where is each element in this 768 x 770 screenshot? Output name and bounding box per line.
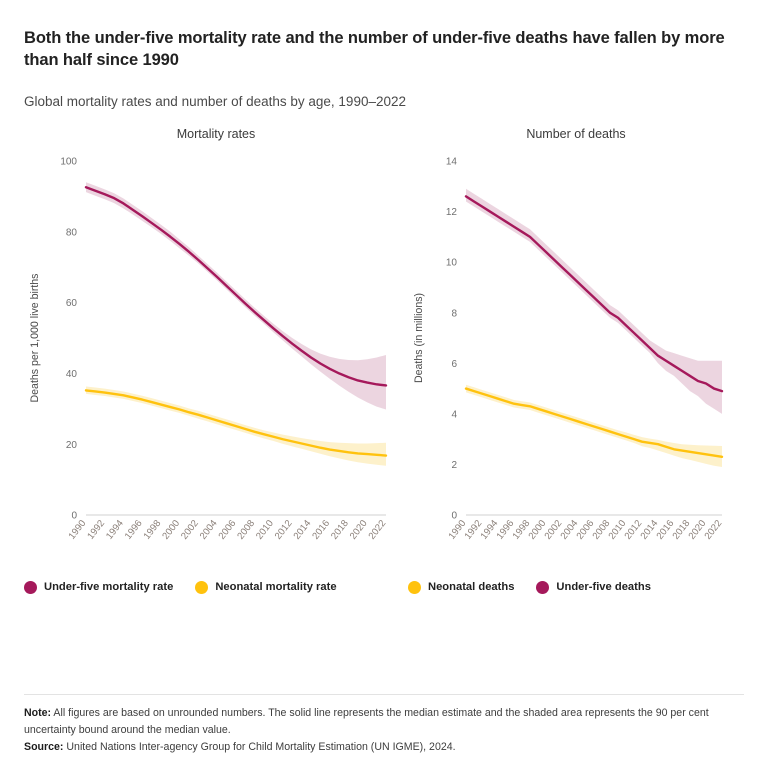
x-tick-label: 1992 bbox=[463, 518, 485, 542]
x-tick-label: 2018 bbox=[671, 518, 693, 542]
mortality-rates-chart: 0 20 40 60 80 100 1990199219941996199820002002… bbox=[29, 156, 389, 542]
legend-item[interactable]: Under-five deaths bbox=[536, 580, 651, 594]
y-tick-label: 8 bbox=[451, 308, 457, 319]
x-tick-label: 2006 bbox=[217, 518, 239, 542]
legend-item-label: Under-five mortality rate bbox=[44, 581, 174, 594]
legend-color-dot-icon bbox=[24, 580, 37, 594]
series-line bbox=[464, 386, 724, 458]
legend-item-label: Neonatal mortality rate bbox=[215, 581, 337, 594]
x-tick-label: 2010 bbox=[254, 518, 276, 542]
y-tick-label: 0 bbox=[71, 510, 77, 521]
x-tick-label: 2016 bbox=[310, 518, 332, 542]
legend-number-of-deaths: Neonatal deaths Under-five deaths bbox=[408, 580, 744, 594]
x-tick-label: 2000 bbox=[527, 518, 549, 542]
x-tick-label: 2004 bbox=[198, 517, 220, 541]
x-tick-label: 2014 bbox=[292, 517, 314, 541]
chart-panel-mortality-rates: Mortality rates 0 20 40 60 80 100 1990 1992 1994… bbox=[24, 127, 408, 594]
x-tick-label: 2020 bbox=[348, 518, 370, 542]
y-tick-label: 20 bbox=[66, 439, 78, 450]
y-tick-label: 0 bbox=[451, 510, 457, 521]
x-tick-label: 2006 bbox=[575, 518, 597, 542]
x-tick-label: 2022 bbox=[703, 518, 725, 542]
uncertainty-band bbox=[466, 188, 722, 414]
x-tick-label: 2016 bbox=[655, 518, 677, 542]
x-tick-label: 1998 bbox=[511, 518, 533, 542]
x-tick-label: 1996 bbox=[495, 518, 517, 542]
y-tick-label: 14 bbox=[446, 156, 458, 167]
legend-color-dot-icon bbox=[408, 580, 421, 594]
x-tick-label: 2002 bbox=[543, 518, 565, 542]
footer-notes: Note: All figures are based on unrounded… bbox=[24, 693, 744, 756]
x-tick-label: 2018 bbox=[329, 518, 351, 542]
x-tick-label: 2010 bbox=[607, 518, 629, 542]
x-tick-label: 1992 bbox=[85, 518, 107, 542]
y-axis-title: Deaths (in millions) bbox=[413, 292, 425, 382]
footer-divider bbox=[24, 693, 744, 695]
x-tick-label: 2012 bbox=[273, 518, 295, 542]
y-tick-label: 6 bbox=[451, 358, 457, 369]
y-tick-label: 60 bbox=[66, 298, 78, 309]
x-tick-label: 1990 bbox=[67, 518, 89, 542]
x-tick-label: 2002 bbox=[179, 518, 201, 542]
y-tick-label: 10 bbox=[446, 257, 458, 268]
legend-mortality-rates: Under-five mortality rate Neonatal mortal… bbox=[24, 580, 408, 594]
y-tick-label: 12 bbox=[446, 207, 458, 218]
x-tick-label: 2012 bbox=[623, 518, 645, 542]
note-lead: Note: bbox=[24, 706, 52, 719]
y-tick-label: 100 bbox=[60, 156, 77, 167]
y-axis-title: Deaths per 1,000 live births bbox=[29, 273, 41, 402]
source-lead: Source: bbox=[24, 740, 64, 753]
panel-title-number-of-deaths: Number of deaths bbox=[526, 126, 626, 141]
page-title: Both the under-five mortality rate and t… bbox=[24, 29, 725, 69]
x-tick-label: 1998 bbox=[142, 518, 164, 542]
y-tick-label: 80 bbox=[66, 227, 78, 238]
legend-color-dot-icon bbox=[536, 580, 550, 594]
charts-row: Mortality rates 0 20 40 60 80 100 1990 1992 1994… bbox=[24, 127, 744, 594]
legend-color-dot-icon bbox=[195, 580, 209, 594]
series-line bbox=[464, 194, 724, 392]
legend-item-label: Under-five deaths bbox=[556, 581, 651, 594]
note-text: All figures are based on unrounded numbe… bbox=[24, 706, 709, 736]
footer-source: Source: United Nations Inter-agency Grou… bbox=[24, 739, 744, 756]
page-subtitle: Global mortality rates and number of dea… bbox=[24, 93, 406, 109]
legend-item[interactable]: Under-five mortality rate bbox=[24, 580, 174, 594]
legend-item[interactable]: Neonatal deaths bbox=[408, 580, 515, 594]
x-tick-label: 2000 bbox=[160, 518, 182, 542]
x-tick-label: 1996 bbox=[123, 518, 145, 542]
series-line bbox=[84, 185, 388, 387]
series-line bbox=[84, 388, 388, 457]
y-tick-label: 4 bbox=[451, 409, 457, 420]
x-tick-label: 2020 bbox=[687, 518, 709, 542]
number-of-deaths-chart: 0246810121419901992199419961998200020022… bbox=[413, 156, 725, 542]
x-tick-label: 1994 bbox=[104, 517, 126, 541]
y-tick-label: 40 bbox=[66, 369, 78, 380]
y-tick-label: 2 bbox=[451, 460, 457, 471]
x-tick-label: 2022 bbox=[367, 518, 389, 542]
legend-item-label: Neonatal deaths bbox=[428, 581, 515, 594]
chart-panel-number-of-deaths: Number of deaths 0 2 4 6 8 10 12 14 1990 1992 1994… bbox=[408, 127, 744, 594]
legend-item[interactable]: Neonatal mortality rate bbox=[195, 580, 337, 594]
panel-title-mortality-rates: Mortality rates bbox=[176, 126, 256, 141]
x-tick-label: 2008 bbox=[235, 518, 257, 542]
footer-note: Note: All figures are based on unrounded… bbox=[24, 705, 744, 739]
source-text: United Nations Inter-agency Group for Ch… bbox=[63, 740, 456, 753]
x-tick-label: 2008 bbox=[591, 518, 613, 542]
x-tick-label: 1990 bbox=[447, 518, 469, 542]
